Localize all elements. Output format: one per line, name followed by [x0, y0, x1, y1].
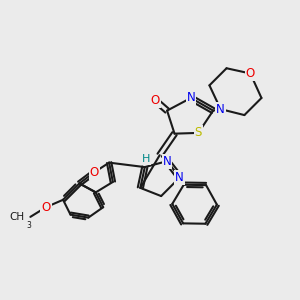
Text: S: S [195, 126, 202, 140]
Text: O: O [41, 201, 51, 214]
Text: H: H [142, 154, 151, 164]
Text: CH: CH [9, 212, 24, 222]
Text: N: N [216, 103, 225, 116]
Text: O: O [246, 67, 255, 80]
Text: N: N [175, 171, 184, 184]
Text: O: O [90, 166, 99, 179]
Text: 3: 3 [26, 221, 31, 230]
Text: O: O [151, 94, 160, 107]
Text: N: N [163, 154, 172, 168]
Text: N: N [187, 92, 195, 104]
